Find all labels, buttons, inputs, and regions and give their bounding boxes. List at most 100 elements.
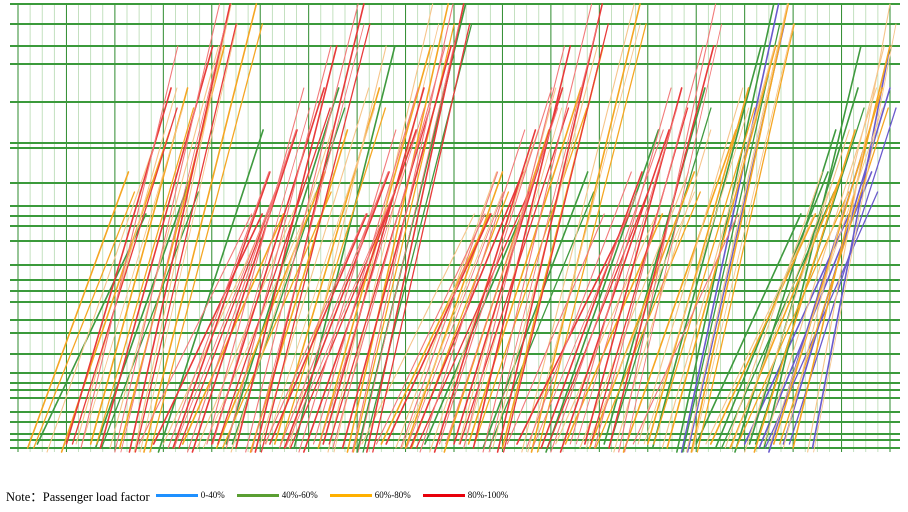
train-path: [139, 23, 238, 453]
train-path: [33, 191, 136, 449]
train-path: [249, 129, 349, 453]
train-path: [406, 191, 505, 449]
train-path: [433, 129, 537, 453]
train-path: [26, 171, 130, 449]
train-path: [559, 129, 670, 453]
train-path: [351, 3, 454, 453]
train-path: [212, 107, 311, 445]
train-path: [210, 87, 325, 445]
x-tick-label: 22: [782, 459, 804, 460]
train-path: [646, 87, 750, 445]
x-tick-label: 12: [298, 459, 320, 460]
train-path: [372, 23, 471, 453]
train-path: [472, 45, 572, 449]
train-path: [128, 3, 231, 453]
x-tick-label: 18: [589, 459, 611, 460]
train-path: [744, 129, 850, 453]
train-path: [464, 107, 563, 445]
legend-swatch-40-60: [236, 493, 279, 497]
train-path: [260, 23, 371, 453]
train-path: [293, 45, 396, 449]
train-path: [279, 171, 389, 449]
train-path: [285, 191, 395, 449]
train-path: [516, 213, 631, 445]
train-path: [254, 3, 365, 453]
x-tick-label: 21: [734, 459, 756, 460]
train-path: [96, 107, 195, 445]
train-path: [690, 3, 790, 453]
x-tick-label: 20: [685, 459, 707, 460]
train-path: [546, 191, 649, 449]
train-path: [361, 213, 475, 445]
train-diagram-chart: 6 7 8 9 10 11 12 13 14 15 16 17 18 19 20 21 22 23 24: [10, 3, 901, 460]
train-path: [346, 3, 449, 453]
train-path: [245, 3, 359, 453]
train-path: [569, 87, 672, 445]
train-path: [385, 213, 492, 445]
train-path: [695, 213, 802, 445]
train-path: [251, 23, 365, 453]
train-path: [94, 171, 194, 449]
train-path: [225, 45, 332, 449]
train-path: [438, 87, 553, 445]
train-path: [235, 45, 338, 449]
train-path: [496, 3, 604, 453]
train-path: [730, 191, 829, 449]
train-path: [375, 213, 486, 445]
legend-swatch-60-80: [329, 493, 372, 497]
train-path: [651, 45, 762, 449]
train-path: [550, 129, 664, 453]
x-tick-label: 16: [492, 459, 514, 460]
train-path: [527, 23, 641, 453]
train-path: [609, 107, 712, 445]
train-path: [555, 213, 658, 445]
x-tick-label: 11: [249, 459, 271, 460]
train-path: [666, 45, 777, 449]
train-path: [357, 23, 460, 453]
train-path: [134, 23, 237, 453]
train-path: [545, 129, 660, 453]
train-path: [118, 45, 226, 449]
train-path: [167, 171, 270, 449]
train-path: [807, 3, 891, 453]
train-path: [172, 171, 271, 449]
train-path: [341, 45, 452, 449]
train-path: [661, 45, 776, 449]
train-path: [608, 45, 715, 449]
train-path: [298, 129, 397, 453]
train-path: [622, 129, 737, 453]
train-path: [792, 45, 891, 449]
train-path: [575, 107, 678, 445]
train-path: [152, 213, 263, 445]
x-tick-labels: 6 7 8 9 10 11 12 13 14 15 16 17 18 19 20 21 22 23 24: [13, 459, 901, 460]
train-path: [319, 107, 425, 445]
x-tick-label: 9: [158, 459, 169, 460]
train-path: [404, 171, 504, 449]
legend-label-40-60: 40%-60%: [281, 490, 318, 500]
train-path: [133, 3, 232, 453]
train-path: [540, 171, 643, 449]
legend-item-60-80: 60%-80%: [329, 490, 411, 500]
train-path: [109, 45, 220, 449]
train-path: [532, 191, 638, 449]
train-path: [467, 87, 582, 445]
train-path: [221, 191, 332, 449]
legend-swatch-0-40: [155, 493, 198, 497]
train-path: [763, 87, 877, 445]
train-path: [120, 23, 226, 453]
train-path: [692, 23, 794, 453]
train-path: [395, 171, 498, 449]
train-path: [75, 87, 178, 445]
train-path: [401, 191, 504, 449]
train-path: [593, 45, 704, 449]
train-path: [419, 129, 526, 453]
train-path: [724, 171, 823, 449]
train-path: [100, 191, 200, 449]
train-path: [482, 171, 589, 449]
train-path: [618, 3, 717, 453]
train-path: [280, 107, 387, 445]
train-path: [705, 213, 815, 445]
train-path: [811, 45, 891, 449]
x-tick-label: 14: [395, 459, 417, 460]
x-tick-label: 10: [201, 459, 223, 460]
